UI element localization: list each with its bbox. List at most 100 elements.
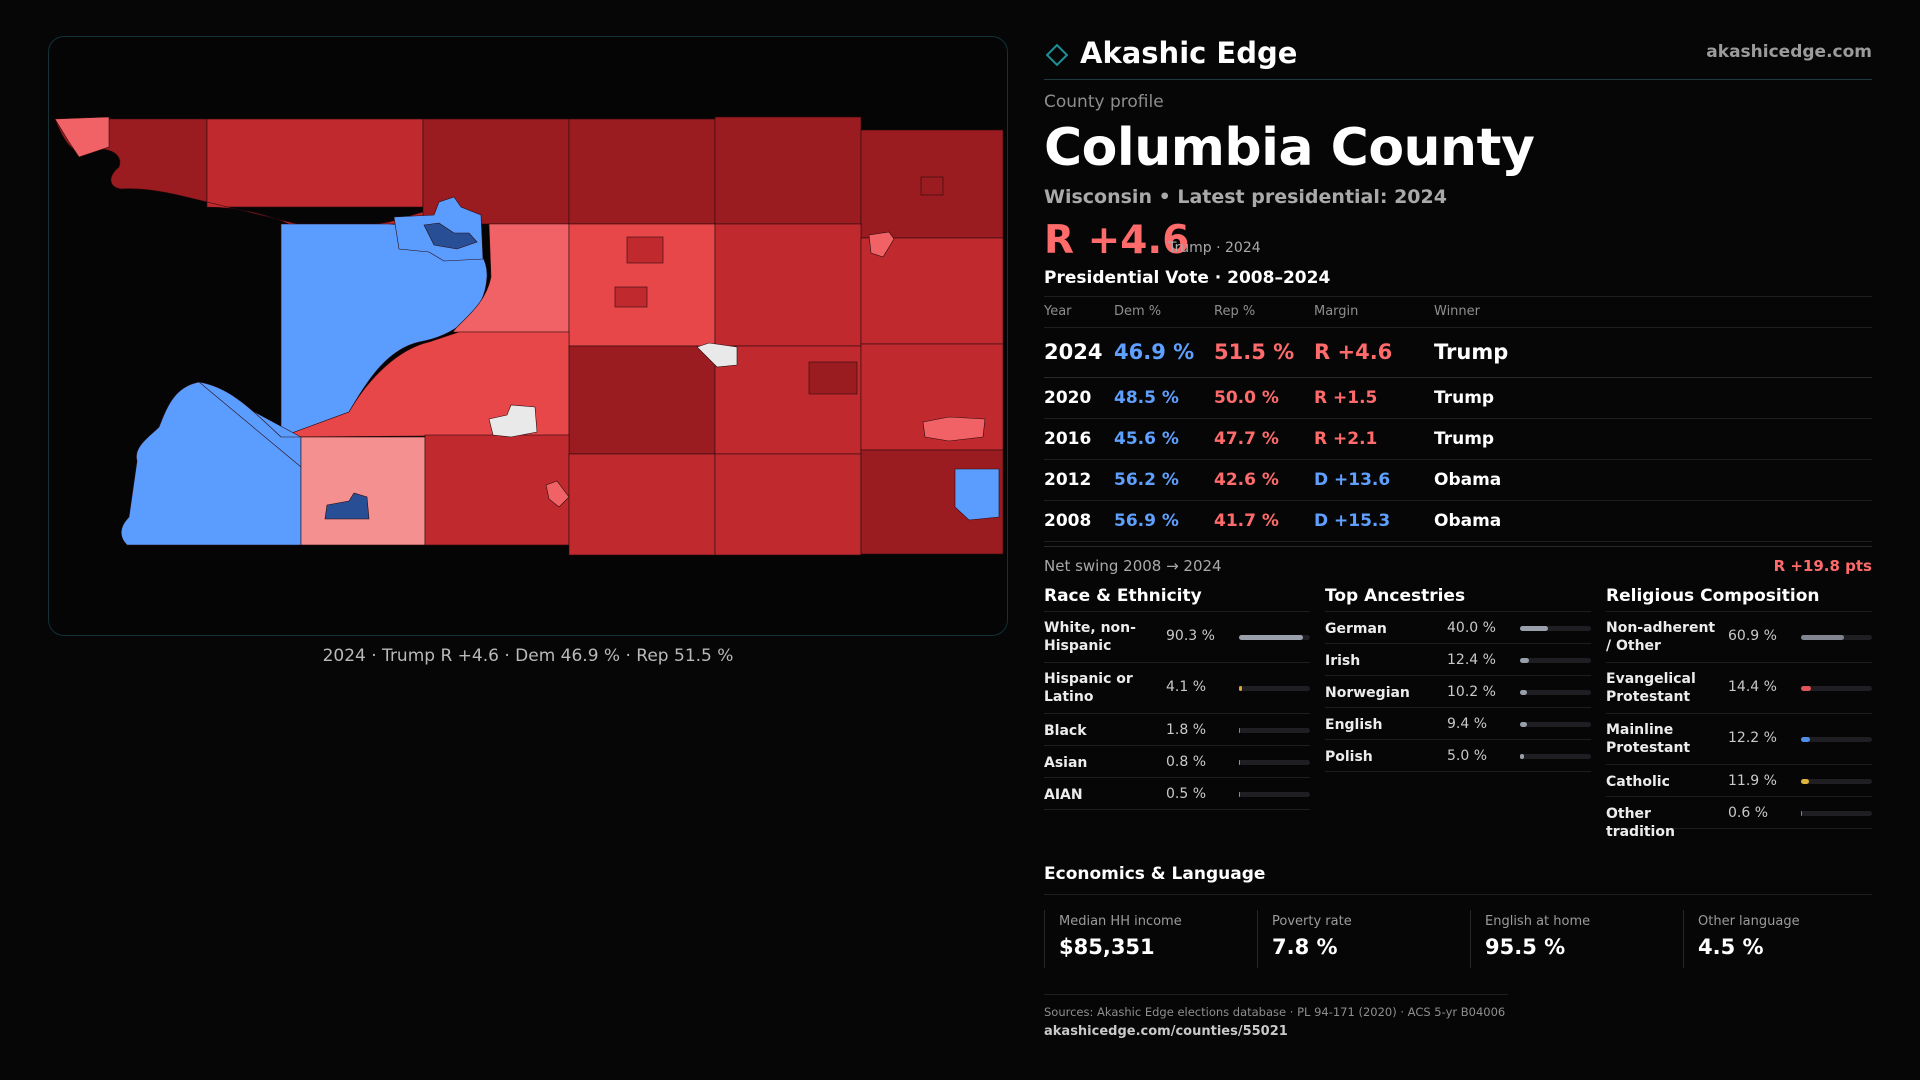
- cell-rep: 41.7 %: [1214, 500, 1314, 542]
- list-item-value: 0.5 %: [1166, 785, 1207, 802]
- cell-rep: 51.5 %: [1214, 327, 1314, 378]
- cell-dem: 56.9 %: [1114, 500, 1214, 542]
- map-precinct[interactable]: [568, 453, 716, 556]
- map-precinct[interactable]: [197, 381, 302, 468]
- progress-fill: [1801, 634, 1845, 640]
- list-item-label: Black: [1044, 722, 1087, 739]
- map-precinct[interactable]: [568, 345, 716, 455]
- map-precinct[interactable]: [626, 236, 664, 264]
- progress-fill: [1239, 759, 1241, 765]
- map-precinct[interactable]: [280, 331, 570, 438]
- map-precinct[interactable]: [920, 176, 944, 196]
- map-precinct[interactable]: [300, 436, 426, 546]
- map-precinct[interactable]: [120, 381, 302, 546]
- progress-bar: [1520, 721, 1591, 727]
- economics-stats: Median HH income $85,351 Poverty rate 7.…: [1044, 910, 1872, 970]
- cell-dem: 56.2 %: [1114, 459, 1214, 501]
- map-town[interactable]: [54, 116, 110, 158]
- list-item-value: 9.4 %: [1447, 715, 1488, 732]
- stat-value: $85,351: [1059, 935, 1155, 959]
- cell-margin: R +2.1: [1314, 418, 1434, 460]
- map-town[interactable]: [423, 222, 478, 250]
- map-town[interactable]: [696, 342, 738, 368]
- list-item: Evangelical Protestant 14.4 %: [1606, 663, 1872, 714]
- progress-bar: [1520, 689, 1591, 695]
- county-map[interactable]: [48, 36, 1008, 636]
- map-precinct[interactable]: [860, 237, 1004, 345]
- map-caption: 2024 · Trump R +4.6 · Dem 46.9 % · Rep 5…: [322, 646, 734, 666]
- map-precinct[interactable]: [808, 361, 858, 395]
- progress-fill: [1239, 791, 1241, 797]
- ancestry-panel: Top Ancestries German 40.0 % Irish 12.4 % …: [1325, 582, 1591, 772]
- progress-fill: [1239, 727, 1241, 733]
- list-item-label: German: [1325, 620, 1387, 637]
- table-row[interactable]: 2024 46.9 % 51.5 % R +4.6 Trump: [1044, 327, 1872, 378]
- progress-bar: [1520, 753, 1591, 759]
- stat-label: Other language: [1698, 914, 1800, 929]
- map-precinct[interactable]: [714, 116, 862, 225]
- cell-year: 2008: [1044, 500, 1114, 542]
- map-precinct[interactable]: [568, 118, 716, 225]
- list-item-value: 12.4 %: [1447, 651, 1496, 668]
- source-url-link[interactable]: akashicedge.com/counties/55021: [1044, 1024, 1288, 1039]
- list-item-label: Mainline Protestant: [1606, 721, 1691, 756]
- cell-margin: R +1.5: [1314, 377, 1434, 419]
- table-row[interactable]: 2012 56.2 % 42.6 % D +13.6 Obama: [1044, 459, 1872, 501]
- stat-label: Median HH income: [1059, 914, 1182, 929]
- progress-bar: [1520, 657, 1591, 663]
- table-row[interactable]: 2008 56.9 % 41.7 % D +15.3 Obama: [1044, 500, 1872, 542]
- map-precinct[interactable]: [614, 286, 648, 308]
- cell-margin: D +13.6: [1314, 459, 1434, 501]
- list-item-value: 5.0 %: [1447, 747, 1488, 764]
- brand-url-link[interactable]: akashicedge.com: [1706, 42, 1872, 62]
- list-item-value: 60.9 %: [1728, 627, 1777, 644]
- list-item: Irish 12.4 %: [1325, 644, 1591, 676]
- presidential-vote-table: Year Dem % Rep % Margin Winner 2024 46.9…: [1044, 297, 1872, 542]
- list-item-label: English: [1325, 716, 1383, 733]
- map-town[interactable]: [868, 231, 895, 258]
- list-item: White, non-Hispanic 90.3 %: [1044, 612, 1310, 663]
- list-item: Other tradition 0.6 %: [1606, 797, 1872, 840]
- list-item-label: Other tradition: [1606, 805, 1675, 840]
- list-item: Asian 0.8 %: [1044, 746, 1310, 778]
- map-precinct[interactable]: [714, 453, 862, 556]
- map-town[interactable]: [324, 492, 370, 520]
- progress-fill: [1520, 689, 1528, 695]
- list-item: Polish 5.0 %: [1325, 740, 1591, 772]
- cell-margin: R +4.6: [1314, 327, 1434, 378]
- cell-winner: Obama: [1434, 459, 1872, 501]
- table-row[interactable]: 2020 48.5 % 50.0 % R +1.5 Trump: [1044, 377, 1872, 419]
- cell-rep: 47.7 %: [1214, 418, 1314, 460]
- sources-text: Sources: Akashic Edge elections database…: [1044, 1005, 1506, 1019]
- progress-bar: [1239, 685, 1310, 691]
- page-title: Columbia County: [1044, 118, 1535, 178]
- map-town[interactable]: [545, 480, 570, 508]
- map-town[interactable]: [922, 416, 986, 442]
- map-town[interactable]: [954, 468, 1000, 521]
- cell-winner: Trump: [1434, 327, 1872, 378]
- race-ethnicity-panel: Race & Ethnicity White, non-Hispanic 90.3…: [1044, 582, 1310, 810]
- map-precinct[interactable]: [424, 434, 570, 546]
- list-item-value: 11.9 %: [1728, 772, 1777, 789]
- progress-bar: [1801, 778, 1872, 784]
- map-town[interactable]: [488, 404, 538, 438]
- table-header-row: Year Dem % Rep % Margin Winner: [1044, 297, 1872, 328]
- progress-bar: [1801, 810, 1872, 816]
- list-item-value: 12.2 %: [1728, 729, 1777, 746]
- col-header-dem: Dem %: [1114, 297, 1214, 328]
- headline-winner-year: Trump · 2024: [1168, 240, 1261, 256]
- precinct-map-svg: [54, 116, 1004, 556]
- map-precinct[interactable]: [714, 223, 862, 347]
- list-item-value: 4.1 %: [1166, 678, 1207, 695]
- brand-header: Akashic Edge akashicedge.com: [1044, 36, 1872, 80]
- table-row[interactable]: 2016 45.6 % 47.7 % R +2.1 Trump: [1044, 418, 1872, 460]
- progress-bar: [1520, 625, 1591, 631]
- list-item-label: Polish: [1325, 748, 1373, 765]
- progress-bar: [1239, 634, 1310, 640]
- list-item-label: Hispanic or Latino: [1044, 670, 1133, 705]
- progress-fill: [1239, 685, 1242, 691]
- list-item-label: White, non-Hispanic: [1044, 619, 1136, 654]
- map-precinct[interactable]: [206, 118, 424, 208]
- progress-bar: [1239, 727, 1310, 733]
- stat-value: 95.5 %: [1485, 935, 1566, 959]
